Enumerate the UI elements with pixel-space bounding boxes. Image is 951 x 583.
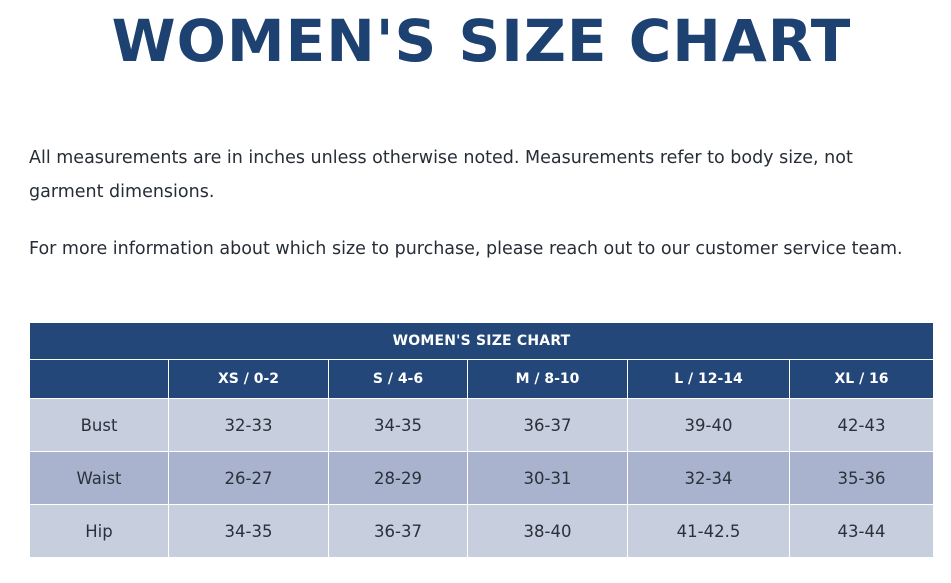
column-header-xl: XL / 16 (788, 359, 935, 399)
customer-service-note: For more information about which size to… (29, 239, 903, 259)
page-title: WOMEN'S SIZE CHART (111, 7, 852, 75)
table-header-row: XS / 0-2 S / 4-6 M / 8-10 L / 12-14 XL /… (29, 359, 935, 399)
table-caption-row: WOMEN'S SIZE CHART (28, 322, 935, 360)
size-chart-table: WOMEN'S SIZE CHART XS / 0-2 S / 4-6 M / … (28, 322, 935, 558)
table-cell: 36-37 (328, 504, 468, 558)
table-row-waist: Waist 26-27 28-29 30-31 32-34 35-36 (29, 451, 935, 505)
table-cell: 36-37 (467, 398, 628, 452)
table-cell: 26-27 (168, 451, 329, 505)
table-cell: 30-31 (467, 451, 628, 505)
table-row-hip: Hip 34-35 36-37 38-40 41-42.5 43-44 (29, 504, 935, 558)
column-header-l: L / 12-14 (627, 359, 790, 399)
column-header-s: S / 4-6 (328, 359, 468, 399)
table-cell: 35-36 (788, 451, 935, 505)
table-cell: 38-40 (467, 504, 628, 558)
column-header-xs: XS / 0-2 (168, 359, 329, 399)
row-label: Waist (29, 451, 169, 505)
table-cell: 43-44 (788, 504, 935, 558)
column-header-m: M / 8-10 (467, 359, 628, 399)
row-label: Bust (29, 398, 169, 452)
table-cell: 34-35 (168, 504, 329, 558)
table-cell: 32-34 (627, 451, 790, 505)
table-cell: 34-35 (328, 398, 468, 452)
table-cell: 41-42.5 (627, 504, 790, 558)
measurement-note: All measurements are in inches unless ot… (29, 148, 853, 202)
table-cell: 28-29 (328, 451, 468, 505)
table-cell: 39-40 (627, 398, 790, 452)
table-cell: 42-43 (788, 398, 935, 452)
table-row-bust: Bust 32-33 34-35 36-37 39-40 42-43 (29, 398, 935, 452)
corner-header (29, 359, 169, 399)
row-label: Hip (29, 504, 169, 558)
table-cell: 32-33 (168, 398, 329, 452)
table-caption: WOMEN'S SIZE CHART (28, 322, 935, 360)
